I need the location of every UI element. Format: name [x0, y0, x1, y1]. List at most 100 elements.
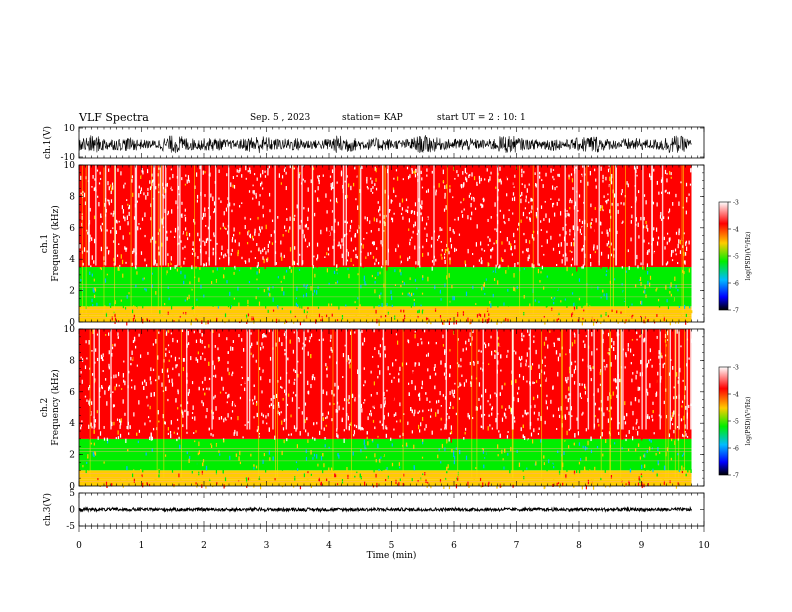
psd-speckle: [262, 414, 264, 418]
psd-speckle: [658, 302, 660, 306]
psd-speckle: [220, 252, 223, 256]
psd-speckle: [453, 450, 455, 455]
psd-speckle: [507, 175, 509, 178]
psd-speckle: [349, 364, 351, 369]
psd-speckle: [533, 411, 536, 415]
psd-speckle: [184, 274, 186, 279]
psd-speckle: [661, 355, 663, 359]
psd-speckle: [170, 299, 172, 303]
psd-speckle: [373, 381, 375, 386]
psd-speckle: [342, 184, 344, 189]
psd-speckle: [641, 300, 643, 306]
psd-speckle: [651, 442, 654, 445]
psd-speckle: [571, 415, 573, 417]
psd-speckle: [277, 216, 279, 219]
psd-speckle: [407, 293, 409, 296]
psd-speckle: [283, 278, 285, 283]
psd-speckle: [142, 286, 144, 291]
psd-speckle: [464, 319, 466, 323]
psd-speckle: [520, 427, 522, 432]
psd-speckle: [507, 267, 509, 270]
psd-speckle: [269, 457, 271, 461]
psd-speckle: [190, 317, 192, 322]
psd-speckle: [470, 189, 472, 193]
psd-speckle: [188, 267, 190, 272]
psd-speckle: [534, 404, 536, 408]
psd-speckle: [299, 253, 301, 256]
psd-speckle: [146, 482, 148, 485]
psd-speckle: [267, 171, 269, 176]
psd-speckle: [299, 321, 302, 326]
psd-speckle: [270, 204, 272, 207]
psd-speckle: [528, 347, 530, 350]
psd-speckle: [141, 474, 143, 478]
psd-speckle: [329, 175, 332, 178]
psd-speckle: [689, 306, 691, 309]
psd-speckle: [228, 423, 230, 427]
psd-speckle: [480, 424, 482, 427]
psd-speckle: [618, 318, 620, 322]
psd-speckle: [663, 316, 665, 321]
psd-speckle: [126, 190, 128, 196]
psd-speckle: [261, 460, 263, 464]
psd-speckle: [546, 304, 548, 308]
psd-speckle: [96, 302, 98, 306]
psd-speckle: [178, 436, 180, 440]
psd-speckle: [117, 320, 120, 323]
psd-speckle: [449, 260, 451, 265]
psd-speckle: [125, 247, 128, 250]
psd-speckle: [554, 474, 557, 479]
psd-speckle: [142, 448, 144, 451]
psd-speckle: [349, 229, 351, 232]
psd-speckle: [375, 241, 378, 244]
psd-speckle: [252, 402, 254, 405]
psd-speckle: [398, 462, 400, 466]
psd-speckle: [462, 184, 464, 188]
psd-speckle: [471, 211, 473, 216]
psd-speckle: [645, 200, 647, 205]
psd-speckle: [132, 250, 134, 255]
psd-speckle: [522, 375, 525, 381]
psd-speckle: [216, 443, 219, 447]
psd-speckle: [580, 179, 582, 183]
psd-speckle: [213, 365, 216, 370]
psd-speckle: [573, 332, 576, 335]
psd-speckle: [373, 329, 375, 333]
psd-speckle: [177, 407, 179, 410]
psd-speckle: [652, 340, 654, 345]
psd-speckle: [283, 275, 285, 281]
psd-speckle: [467, 317, 469, 322]
psd-speckle: [526, 216, 528, 219]
psd-speckle: [149, 420, 151, 423]
psd-speckle: [135, 300, 137, 303]
psd-speckle: [666, 172, 668, 175]
psd-speckle: [544, 377, 546, 380]
psd-speckle: [573, 238, 575, 241]
psd-speckle: [309, 314, 311, 318]
psd-speckle: [281, 419, 284, 423]
psd-speckle: [120, 171, 122, 176]
psd-speckle: [514, 240, 516, 244]
psd-speckle: [546, 239, 548, 244]
psd-speckle: [411, 168, 413, 171]
psd-speckle: [380, 456, 382, 459]
psd-speckle: [658, 248, 660, 253]
psd-speckle: [118, 220, 120, 223]
psd-speckle: [539, 254, 541, 256]
psd-speckle: [169, 177, 171, 180]
psd-speckle: [669, 170, 671, 175]
psd-speckle: [599, 221, 601, 226]
psd-speckle: [490, 398, 492, 401]
psd-speckle: [377, 443, 379, 449]
psd-speckle: [309, 480, 311, 486]
psd-speckle: [150, 436, 152, 441]
psd-speckle: [205, 262, 207, 267]
psd-speckle: [585, 428, 587, 432]
psd-speckle: [344, 220, 346, 223]
psd-speckle: [676, 418, 678, 422]
psd-speckle: [364, 374, 366, 378]
psd-speckle: [457, 306, 459, 311]
psd-speckle: [308, 242, 310, 247]
psd-speckle: [230, 252, 232, 256]
psd-speckle: [513, 416, 515, 420]
